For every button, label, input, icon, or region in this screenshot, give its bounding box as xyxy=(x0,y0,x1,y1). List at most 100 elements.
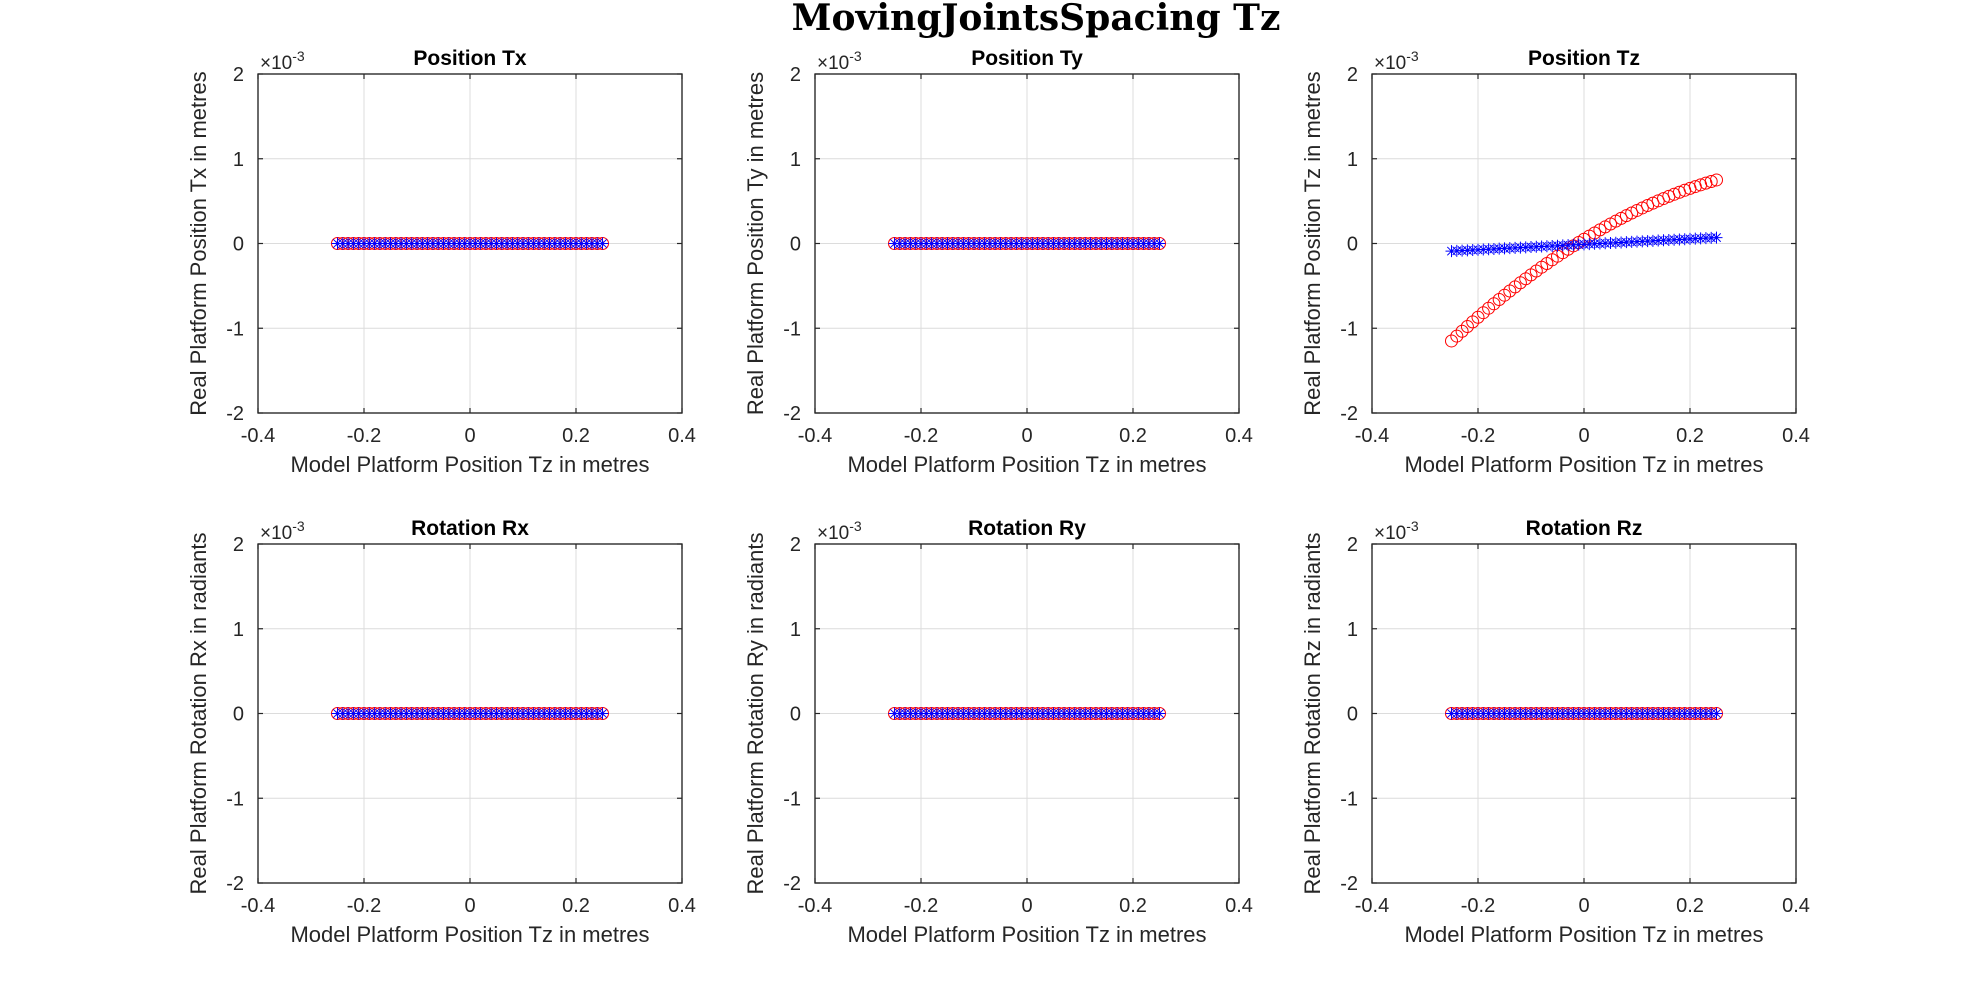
subplot-4: -0.4 -0.2 0 0.2 0.4 -2 -1 0 1 2 ×10-3 Rotation Rx Mo… xyxy=(186,517,696,947)
x-tick-label: 0.2 xyxy=(1119,895,1147,917)
series-star xyxy=(1445,231,1723,258)
y-tick-label: 0 xyxy=(233,704,244,726)
x-axis-label: Model Platform Position Tz in metres xyxy=(1404,452,1763,477)
x-tick-label: 0.2 xyxy=(1119,425,1147,447)
subplot-title: Position Tz xyxy=(1528,47,1640,70)
x-tick-label: -0.2 xyxy=(1461,895,1495,917)
y-tick-label: -1 xyxy=(226,318,244,340)
y-tick-label: 1 xyxy=(233,149,244,171)
y-tick-label: 1 xyxy=(790,149,801,171)
y-tick-label: 0 xyxy=(1347,234,1358,256)
y-tick-label: 2 xyxy=(790,64,801,86)
x-tick-label: -0.4 xyxy=(1355,425,1389,447)
y-tick-label: -2 xyxy=(783,403,801,425)
y-tick-label: -1 xyxy=(1340,788,1358,810)
x-tick-label: 0.4 xyxy=(668,425,696,447)
x-tick-label: -0.2 xyxy=(1461,425,1495,447)
x-tick-label: 0 xyxy=(1578,895,1589,917)
x-tick-label: -0.4 xyxy=(241,895,275,917)
y-exponent-label: ×10-3 xyxy=(260,48,305,74)
x-tick-label: 0.2 xyxy=(562,895,590,917)
x-tick-label: -0.4 xyxy=(798,425,832,447)
axes-frame xyxy=(1371,73,1797,414)
x-tick-label: -0.2 xyxy=(347,895,381,917)
y-axis-label: Real Platform Rotation Ry in radiants xyxy=(743,533,768,895)
y-exponent-label: ×10-3 xyxy=(817,518,862,544)
y-tick-label: -2 xyxy=(1340,873,1358,895)
subplot-title: Position Ty xyxy=(971,47,1083,70)
axes-frame xyxy=(814,73,1240,414)
y-tick-label: 2 xyxy=(233,534,244,556)
subplot-title: Rotation Ry xyxy=(968,517,1086,540)
x-axis-label: Model Platform Position Tz in metres xyxy=(847,922,1206,947)
x-axis-label: Model Platform Position Tz in metres xyxy=(290,452,649,477)
y-exponent-label: ×10-3 xyxy=(260,518,305,544)
y-tick-label: 1 xyxy=(1347,619,1358,641)
x-tick-label: -0.4 xyxy=(1355,895,1389,917)
y-axis-label: Real Platform Position Tx in metres xyxy=(186,71,211,415)
y-tick-label: 0 xyxy=(790,704,801,726)
series-star xyxy=(888,707,1166,720)
subplot-title: Rotation Rz xyxy=(1526,517,1643,540)
y-tick-label: -2 xyxy=(226,403,244,425)
data-point-circle xyxy=(1460,320,1474,334)
x-tick-label: 0 xyxy=(464,425,475,447)
subplot-3: -0.4 -0.2 0 0.2 0.4 -2 -1 0 1 2 ×10-3 Position Tz Mo… xyxy=(1300,47,1810,477)
y-tick-label: -2 xyxy=(783,873,801,895)
axes-frame xyxy=(257,543,683,884)
series-star xyxy=(888,237,1166,250)
series-circle xyxy=(1445,173,1723,348)
x-axis-label: Model Platform Position Tz in metres xyxy=(847,452,1206,477)
y-exponent-label: ×10-3 xyxy=(817,48,862,74)
x-tick-label: -0.4 xyxy=(798,895,832,917)
x-tick-label: 0 xyxy=(464,895,475,917)
y-tick-label: 0 xyxy=(1347,704,1358,726)
subplot-title: Rotation Rx xyxy=(411,517,529,540)
x-tick-label: 0 xyxy=(1021,895,1032,917)
data-point-circle xyxy=(1445,334,1458,348)
x-axis-label: Model Platform Position Tz in metres xyxy=(290,922,649,947)
data-point-circle xyxy=(1466,315,1480,329)
y-exponent-label: ×10-3 xyxy=(1374,48,1419,74)
y-tick-label: -2 xyxy=(226,873,244,895)
subplot-6: -0.4 -0.2 0 0.2 0.4 -2 -1 0 1 2 ×10-3 Rotation Rz Mo… xyxy=(1300,517,1810,947)
x-tick-label: 0.4 xyxy=(1782,425,1810,447)
y-axis-label: Real Platform Rotation Rz in radiants xyxy=(1300,533,1325,895)
data-point-circle xyxy=(1471,310,1485,324)
subplot-2: -0.4 -0.2 0 0.2 0.4 -2 -1 0 1 2 ×10-3 Position Ty Mo… xyxy=(743,47,1253,477)
y-tick-label: 1 xyxy=(790,619,801,641)
x-tick-label: 0.4 xyxy=(668,895,696,917)
x-tick-label: -0.2 xyxy=(347,425,381,447)
series-star xyxy=(331,707,609,720)
x-tick-label: 0 xyxy=(1021,425,1032,447)
x-tick-label: 0.4 xyxy=(1782,895,1810,917)
series-star xyxy=(331,237,609,250)
axes-frame xyxy=(1371,543,1797,884)
data-point-circle xyxy=(1455,324,1469,338)
data-point-circle xyxy=(1450,329,1464,343)
y-tick-label: 2 xyxy=(233,64,244,86)
y-axis-label: Real Platform Position Ty in metres xyxy=(743,72,768,415)
subplot-grid: -0.4 -0.2 0 0.2 0.4 -2 -1 0 1 2 ×10-3 Position Tx Mo… xyxy=(186,47,1810,947)
data-point-circle xyxy=(1704,174,1718,188)
data-point-star xyxy=(596,707,609,720)
data-point-star xyxy=(1710,707,1723,720)
figure-title: MovingJointsSpacing Tz xyxy=(792,0,1281,39)
x-tick-label: -0.2 xyxy=(904,425,938,447)
y-tick-label: -1 xyxy=(1340,318,1358,340)
subplot-5: -0.4 -0.2 0 0.2 0.4 -2 -1 0 1 2 ×10-3 Rotation Ry Mo… xyxy=(743,517,1253,947)
y-tick-label: -1 xyxy=(226,788,244,810)
x-tick-label: 0.2 xyxy=(1676,425,1704,447)
x-tick-label: 0.2 xyxy=(1676,895,1704,917)
y-tick-label: -1 xyxy=(783,788,801,810)
axes-frame xyxy=(814,543,1240,884)
x-tick-label: 0.2 xyxy=(562,425,590,447)
y-exponent-label: ×10-3 xyxy=(1374,518,1419,544)
y-tick-label: 1 xyxy=(233,619,244,641)
data-point-circle xyxy=(1710,173,1723,187)
y-tick-label: 1 xyxy=(1347,149,1358,171)
y-axis-label: Real Platform Position Tz in metres xyxy=(1300,71,1325,415)
subplot-title: Position Tx xyxy=(413,47,526,70)
subplot-1: -0.4 -0.2 0 0.2 0.4 -2 -1 0 1 2 ×10-3 Position Tx Mo… xyxy=(186,47,696,477)
